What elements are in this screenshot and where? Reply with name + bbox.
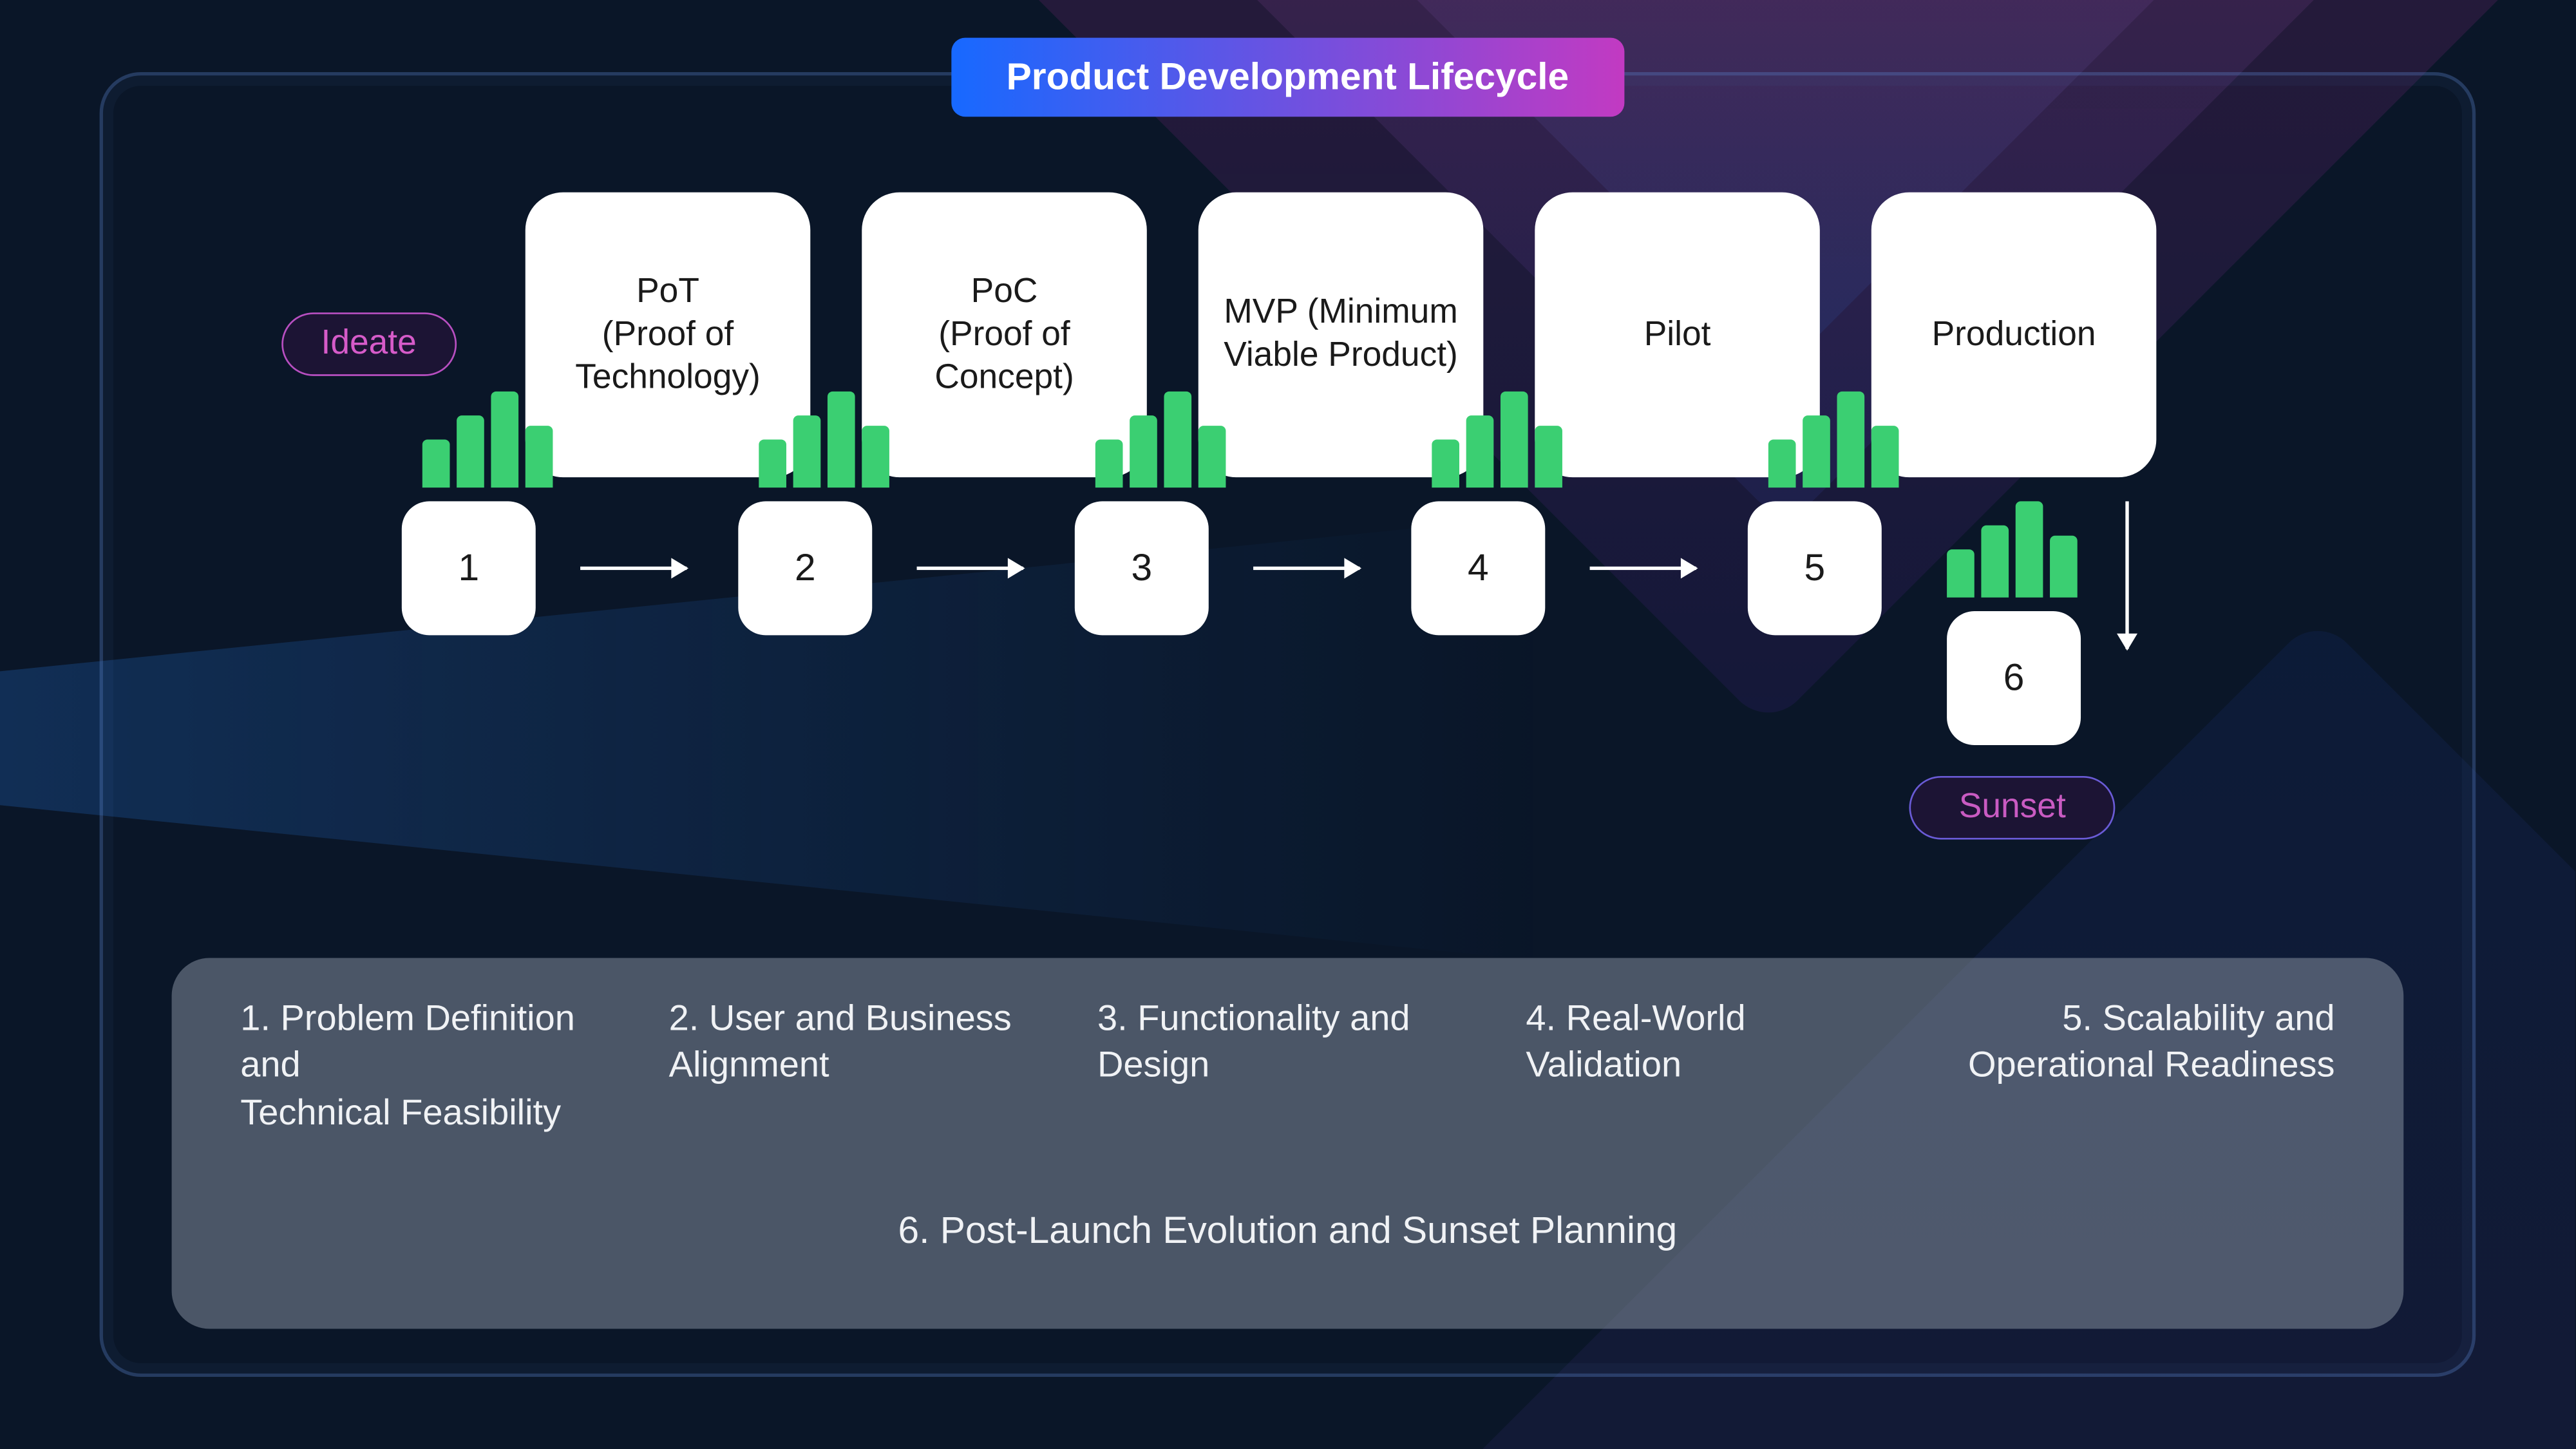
legend-row: 1. Problem Definition and Technical Feas… (240, 996, 2334, 1136)
bars-icon (759, 392, 889, 488)
legend-item-3: 3. Functionality and Design (1097, 996, 1478, 1136)
bars-icon (1095, 392, 1226, 488)
bars-icon (422, 392, 553, 488)
step-number-3: 3 (1075, 501, 1209, 635)
arrow-right-icon (1253, 567, 1359, 570)
ideate-pill: Ideate (281, 312, 456, 376)
step-number-5: 5 (1748, 501, 1882, 635)
arrow-right-icon (1590, 567, 1696, 570)
step-number-6: 6 (1947, 611, 2081, 745)
bars-icon (1432, 392, 1562, 488)
sunset-label: Sunset (1959, 788, 2066, 826)
step-number-1: 1 (402, 501, 536, 635)
arrow-down-icon (2125, 501, 2128, 649)
legend-item-4: 4. Real-World Validation (1526, 996, 1906, 1136)
arrow-right-icon (917, 567, 1023, 570)
legend-bottom: 6. Post-Launch Evolution and Sunset Plan… (240, 1208, 2334, 1253)
bars-icon (1768, 392, 1899, 488)
step-number-4: 4 (1411, 501, 1545, 635)
bars-icon (1947, 501, 2078, 597)
legend-item-5: 5. Scalability and Operational Readiness (1955, 996, 2335, 1136)
arrow-right-icon (580, 567, 687, 570)
legend-item-2: 2. User and Business Alignment (669, 996, 1050, 1136)
legend-panel: 1. Problem Definition and Technical Feas… (172, 958, 2404, 1329)
step-number-2: 2 (738, 501, 872, 635)
page-title: Product Development Lifecycle (951, 38, 1624, 117)
stage-card-prod: Production (1871, 193, 2157, 478)
legend-item-1: 1. Problem Definition and Technical Feas… (240, 996, 621, 1136)
ideate-label: Ideate (321, 325, 417, 363)
sunset-pill: Sunset (1909, 776, 2116, 840)
page-title-text: Product Development Lifecycle (1007, 55, 1569, 98)
